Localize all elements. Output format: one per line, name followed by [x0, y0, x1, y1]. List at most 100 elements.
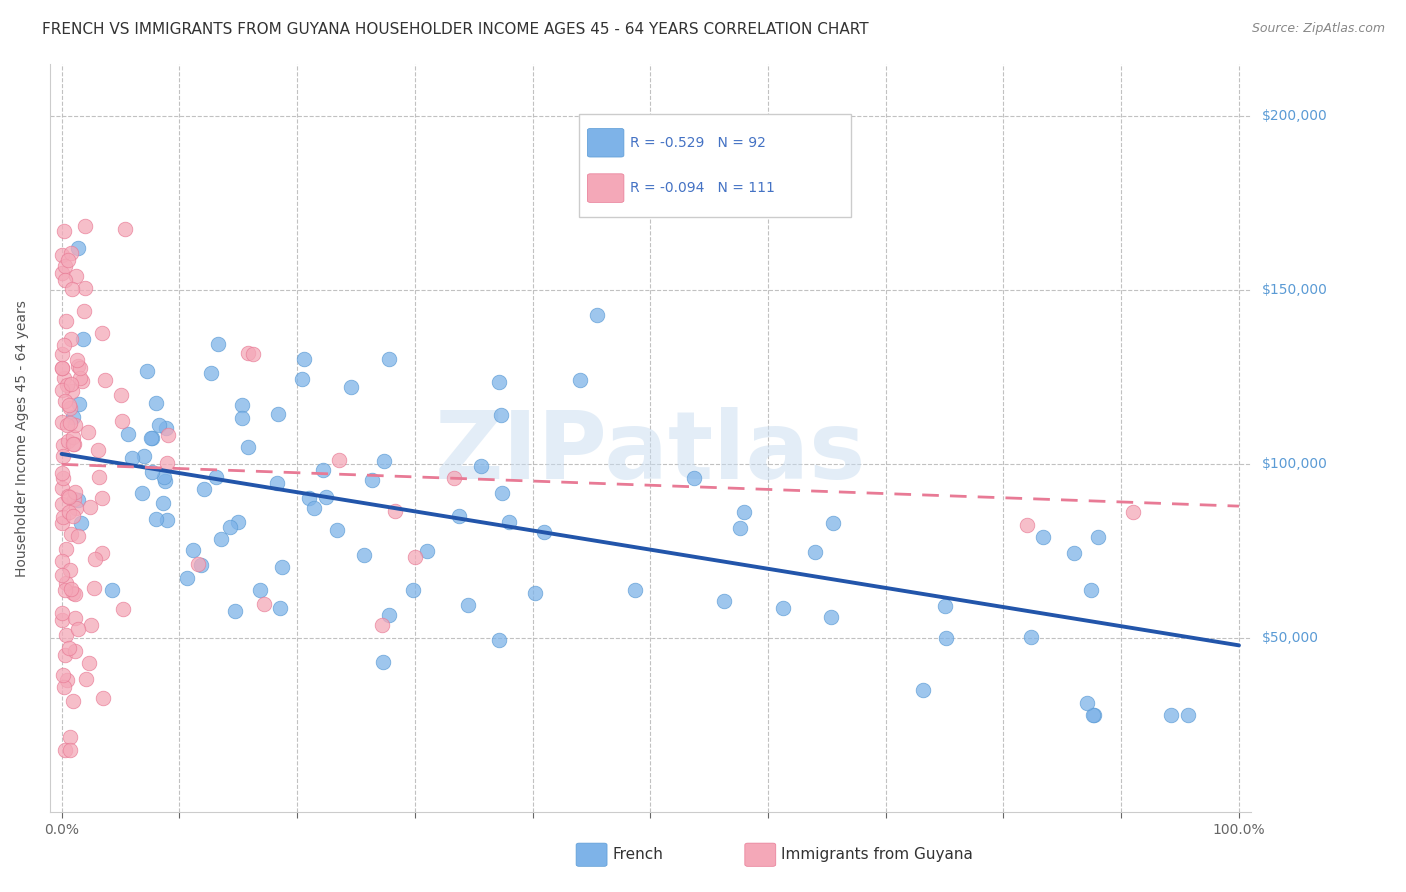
- Point: [91, 326, 114, 340]
- Point: [51, 248, 73, 262]
- Point: [1076, 696, 1098, 710]
- Point: [249, 582, 271, 597]
- Point: [231, 398, 253, 412]
- Point: [266, 475, 288, 490]
- Point: [51, 347, 73, 361]
- Point: [67, 241, 90, 255]
- Point: [340, 380, 363, 394]
- Point: [80, 618, 103, 632]
- Point: [58, 640, 80, 655]
- Point: [224, 604, 246, 618]
- Point: [114, 222, 136, 236]
- Text: $100,000: $100,000: [1261, 458, 1327, 471]
- Point: [53, 338, 76, 352]
- Point: [53, 582, 76, 597]
- Text: Source: ZipAtlas.com: Source: ZipAtlas.com: [1251, 22, 1385, 36]
- Point: [569, 372, 592, 386]
- Y-axis label: Householder Income Ages 45 - 64 years: Householder Income Ages 45 - 64 years: [15, 300, 30, 577]
- Point: [111, 602, 134, 616]
- Point: [53, 648, 76, 662]
- Point: [56, 417, 79, 432]
- Point: [242, 347, 264, 361]
- Point: [457, 598, 479, 612]
- Point: [56, 673, 79, 688]
- Point: [63, 417, 86, 432]
- Point: [153, 474, 176, 488]
- Point: [238, 346, 260, 360]
- Point: [101, 583, 124, 598]
- Point: [79, 500, 101, 514]
- Point: [51, 466, 73, 480]
- Point: [83, 551, 105, 566]
- Point: [326, 523, 349, 537]
- Point: [1015, 518, 1038, 533]
- Text: R = -0.529   N = 92: R = -0.529 N = 92: [630, 136, 765, 150]
- Point: [111, 414, 134, 428]
- Point: [733, 505, 755, 519]
- Point: [269, 601, 291, 615]
- Point: [443, 471, 465, 485]
- Point: [51, 383, 73, 397]
- Point: [252, 597, 274, 611]
- Point: [62, 491, 84, 506]
- Point: [63, 644, 86, 658]
- Point: [58, 505, 80, 519]
- Point: [53, 273, 76, 287]
- Point: [52, 438, 75, 452]
- Point: [416, 544, 439, 558]
- Point: [228, 515, 250, 529]
- Point: [72, 332, 94, 346]
- Point: [489, 409, 512, 423]
- Point: [56, 434, 79, 449]
- Point: [65, 611, 87, 625]
- Point: [55, 393, 77, 408]
- Point: [62, 508, 84, 523]
- Point: [53, 224, 76, 238]
- Point: [69, 361, 91, 376]
- Point: [67, 359, 90, 373]
- Point: [378, 607, 401, 622]
- Point: [533, 525, 555, 540]
- Point: [1087, 530, 1109, 544]
- Point: [1160, 708, 1182, 723]
- Point: [136, 364, 159, 378]
- Point: [53, 743, 76, 757]
- Point: [65, 485, 87, 500]
- Point: [51, 361, 73, 376]
- Point: [820, 610, 842, 624]
- Point: [401, 583, 423, 598]
- Point: [58, 252, 80, 267]
- Point: [70, 516, 93, 530]
- Point: [728, 521, 751, 535]
- Point: [65, 268, 87, 283]
- Point: [51, 266, 73, 280]
- Point: [315, 491, 337, 505]
- Point: [58, 398, 80, 412]
- Point: [59, 332, 82, 346]
- Point: [55, 314, 77, 328]
- Point: [302, 500, 325, 515]
- Point: [384, 504, 406, 518]
- Point: [51, 481, 73, 495]
- Point: [682, 471, 704, 485]
- Point: [59, 527, 82, 541]
- Point: [65, 586, 87, 600]
- Point: [59, 743, 82, 757]
- Point: [141, 431, 163, 445]
- Point: [209, 532, 232, 546]
- Point: [498, 515, 520, 529]
- Point: [89, 470, 111, 484]
- Point: [73, 219, 96, 234]
- Point: [145, 512, 167, 526]
- Point: [328, 453, 350, 467]
- Point: [404, 549, 426, 564]
- Point: [134, 449, 156, 463]
- Point: [377, 352, 399, 367]
- Point: [65, 500, 87, 515]
- Point: [523, 586, 546, 600]
- Point: [91, 690, 114, 705]
- Point: [181, 542, 204, 557]
- Text: ZIPatlas: ZIPatlas: [434, 408, 866, 500]
- Point: [75, 672, 97, 686]
- Point: [236, 441, 259, 455]
